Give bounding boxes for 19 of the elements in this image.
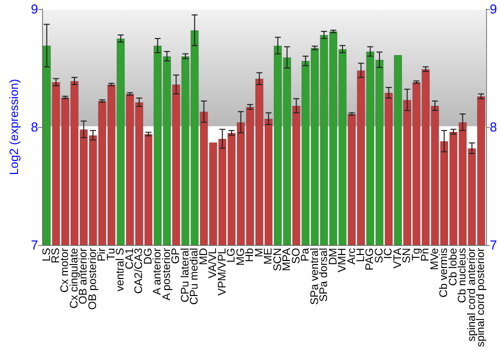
x-tick-label: SCN <box>272 248 284 272</box>
x-tick-label: SC <box>373 248 386 264</box>
x-tick-label: CPu medial <box>188 248 201 305</box>
y-tick-label: 9 <box>30 2 38 16</box>
x-tick-label: Pa <box>300 247 312 262</box>
y-tick-label: 8 <box>30 119 38 134</box>
x-tick-label: IC <box>382 248 395 259</box>
x-tick-label: Pir <box>96 248 108 262</box>
y-axis-title: Log2 (expression) <box>7 78 21 176</box>
x-tick-label: SO <box>290 248 302 264</box>
x-tick-label: DG <box>142 248 154 264</box>
x-tick-label: spinal cord posterior <box>475 248 488 348</box>
x-tick-label: RS <box>50 248 62 264</box>
y2-tick-label: 7 <box>490 237 498 252</box>
y-tick-label: 7 <box>30 237 38 252</box>
x-tick-label: GP <box>170 248 182 264</box>
y2-tick-label: 9 <box>490 2 498 16</box>
y2-tick-label: 8 <box>490 119 498 134</box>
x-tick-label: Cb lobe <box>447 248 460 286</box>
